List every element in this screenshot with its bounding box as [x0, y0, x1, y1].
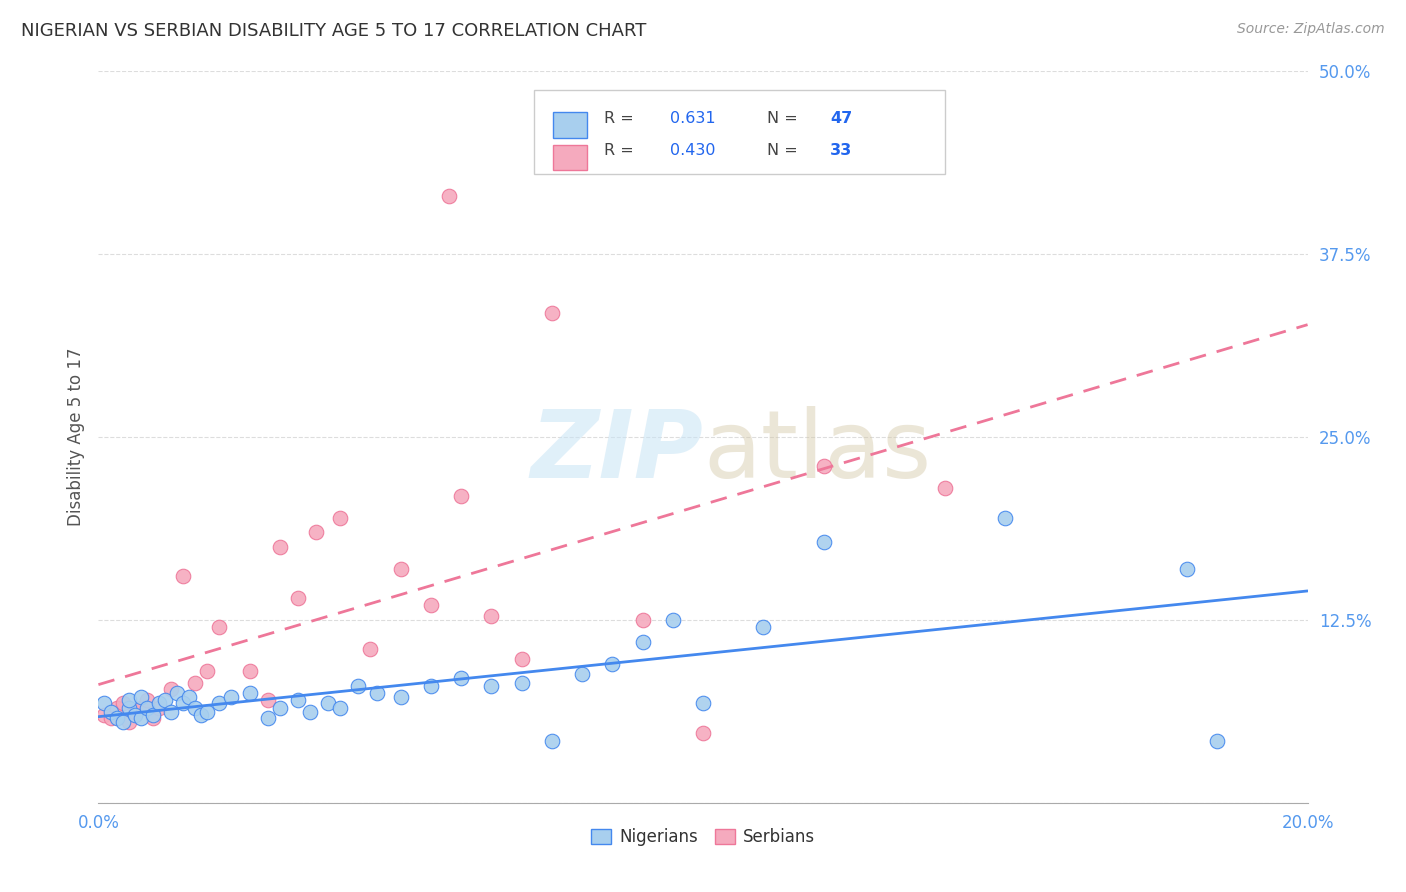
Point — [540, 734, 562, 748]
Point — [360, 642, 382, 657]
Point — [208, 696, 231, 710]
Point — [100, 711, 122, 725]
Point — [994, 510, 1017, 524]
Legend: Nigerians, Serbians: Nigerians, Serbians — [585, 822, 821, 853]
Point — [287, 693, 309, 707]
Point — [93, 708, 115, 723]
Point — [752, 620, 775, 634]
Text: 33: 33 — [830, 143, 852, 158]
Point — [661, 613, 683, 627]
Point — [329, 510, 352, 524]
Point — [510, 676, 533, 690]
Point — [571, 667, 593, 681]
Point — [813, 535, 835, 549]
Point — [118, 700, 141, 714]
Point — [148, 700, 170, 714]
Point — [129, 690, 152, 705]
Point — [190, 708, 212, 723]
Point — [316, 696, 339, 710]
Text: 0.430: 0.430 — [671, 143, 716, 158]
Point — [105, 700, 128, 714]
Point — [124, 708, 146, 723]
Point — [239, 664, 262, 678]
Point — [135, 693, 157, 707]
Point — [692, 696, 714, 710]
Point — [305, 525, 328, 540]
Point — [256, 711, 278, 725]
Point — [111, 715, 134, 730]
Point — [631, 635, 654, 649]
Bar — [553, 145, 586, 170]
Point — [934, 481, 956, 495]
Point — [118, 693, 141, 707]
Point — [184, 676, 207, 690]
Point — [105, 711, 128, 725]
Point — [389, 562, 412, 576]
Point — [1206, 734, 1229, 748]
Point — [692, 725, 714, 739]
Point — [172, 696, 194, 710]
Point — [329, 700, 352, 714]
Text: NIGERIAN VS SERBIAN DISABILITY AGE 5 TO 17 CORRELATION CHART: NIGERIAN VS SERBIAN DISABILITY AGE 5 TO … — [21, 22, 647, 40]
Point — [100, 705, 122, 719]
Point — [184, 700, 207, 714]
Text: N =: N = — [768, 112, 803, 127]
Point — [195, 705, 218, 719]
Point — [299, 705, 322, 719]
Text: R =: R = — [603, 112, 638, 127]
Point — [160, 705, 183, 719]
Point — [124, 705, 146, 719]
Point — [510, 652, 533, 666]
Point — [437, 188, 460, 202]
Point — [239, 686, 262, 700]
Point — [269, 700, 291, 714]
Bar — [553, 112, 586, 137]
Text: 0.631: 0.631 — [671, 112, 716, 127]
Point — [481, 608, 503, 623]
Point — [269, 540, 291, 554]
Point — [153, 693, 176, 707]
Text: Source: ZipAtlas.com: Source: ZipAtlas.com — [1237, 22, 1385, 37]
Point — [221, 690, 243, 705]
Point — [481, 679, 503, 693]
Text: N =: N = — [768, 143, 803, 158]
Point — [1175, 562, 1198, 576]
Point — [118, 715, 141, 730]
Point — [366, 686, 388, 700]
Point — [347, 679, 370, 693]
Text: ZIP: ZIP — [530, 406, 703, 498]
Point — [179, 690, 201, 705]
Point — [813, 459, 835, 474]
Point — [160, 681, 183, 696]
Point — [389, 690, 412, 705]
Point — [602, 657, 624, 671]
Point — [208, 620, 231, 634]
FancyBboxPatch shape — [534, 90, 945, 174]
Text: 47: 47 — [830, 112, 852, 127]
Point — [142, 711, 165, 725]
Y-axis label: Disability Age 5 to 17: Disability Age 5 to 17 — [66, 348, 84, 526]
Text: R =: R = — [603, 143, 638, 158]
Point — [135, 700, 157, 714]
Point — [450, 672, 472, 686]
Point — [195, 664, 218, 678]
Point — [287, 591, 309, 605]
Point — [129, 711, 152, 725]
Point — [166, 686, 188, 700]
Point — [93, 696, 115, 710]
Point — [142, 708, 165, 723]
Point — [420, 679, 443, 693]
Point — [420, 599, 443, 613]
Point — [631, 613, 654, 627]
Point — [172, 569, 194, 583]
Point — [111, 696, 134, 710]
Point — [129, 700, 152, 714]
Point — [450, 489, 472, 503]
Point — [148, 696, 170, 710]
Point — [256, 693, 278, 707]
Point — [540, 306, 562, 320]
Text: atlas: atlas — [703, 406, 931, 498]
